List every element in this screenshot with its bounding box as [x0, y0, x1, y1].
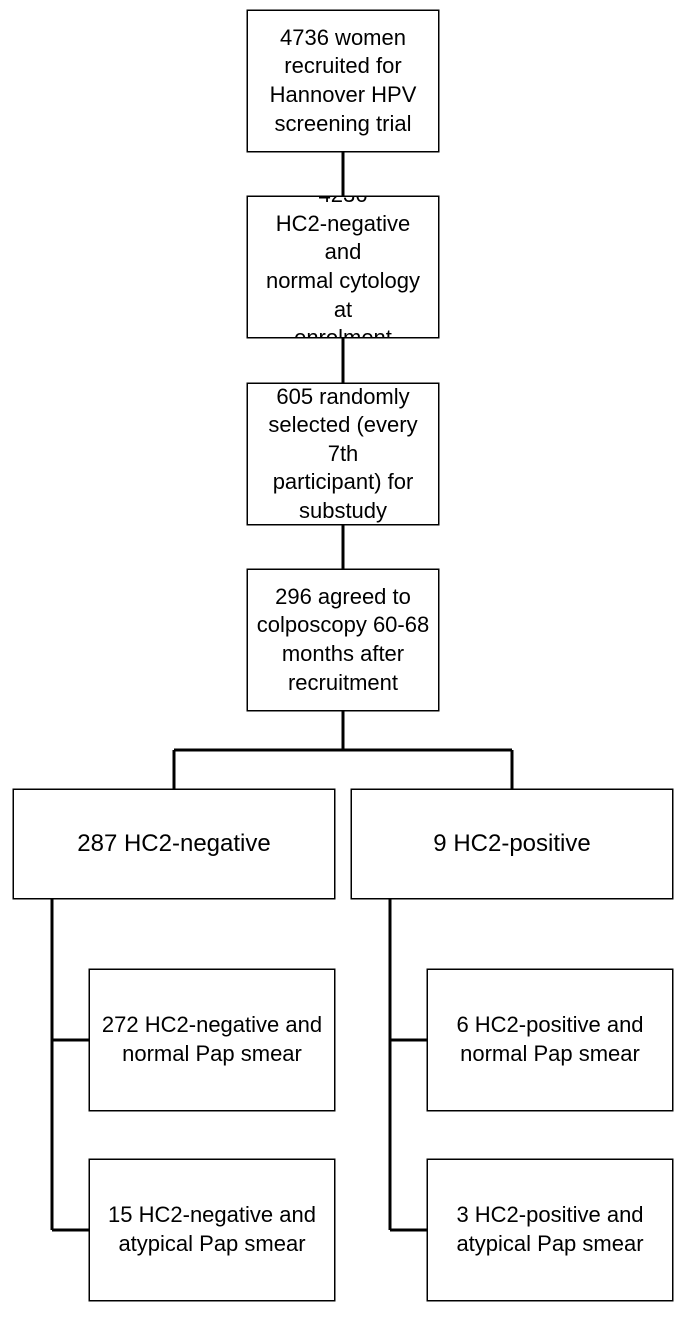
flow-node-n10: 3 HC2-positive and atypical Pap smear	[428, 1160, 672, 1300]
flow-node-n9: 6 HC2-positive and normal Pap smear	[428, 970, 672, 1110]
flow-node-n6: 9 HC2-positive	[352, 790, 672, 898]
flow-node-label: 296 agreed to colposcopy 60-68 months af…	[257, 583, 429, 697]
flow-node-label: 272 HC2-negative and normal Pap smear	[102, 1011, 322, 1068]
flow-node-n3: 605 randomly selected (every 7th partici…	[248, 384, 438, 524]
flow-node-label: 287 HC2-negative	[77, 828, 270, 859]
flow-node-label: 15 HC2-negative and atypical Pap smear	[108, 1201, 316, 1258]
flow-node-n4: 296 agreed to colposcopy 60-68 months af…	[248, 570, 438, 710]
flow-node-label: 605 randomly selected (every 7th partici…	[256, 384, 430, 524]
flow-node-label: 3 HC2-positive and atypical Pap smear	[456, 1201, 643, 1258]
flow-node-label: 4236 HC2-negative and normal cytology at…	[256, 197, 430, 337]
flow-node-label: 9 HC2-positive	[433, 828, 590, 859]
flow-node-n5: 287 HC2-negative	[14, 790, 334, 898]
flow-node-n1: 4736 women recruited for Hannover HPV sc…	[248, 11, 438, 151]
flow-node-label: 6 HC2-positive and normal Pap smear	[456, 1011, 643, 1068]
flow-node-n7: 272 HC2-negative and normal Pap smear	[90, 970, 334, 1110]
flow-node-n2: 4236 HC2-negative and normal cytology at…	[248, 197, 438, 337]
flow-node-label: 4736 women recruited for Hannover HPV sc…	[270, 24, 417, 138]
flow-node-n8: 15 HC2-negative and atypical Pap smear	[90, 1160, 334, 1300]
flowchart-canvas: 4736 women recruited for Hannover HPV sc…	[0, 0, 685, 1322]
